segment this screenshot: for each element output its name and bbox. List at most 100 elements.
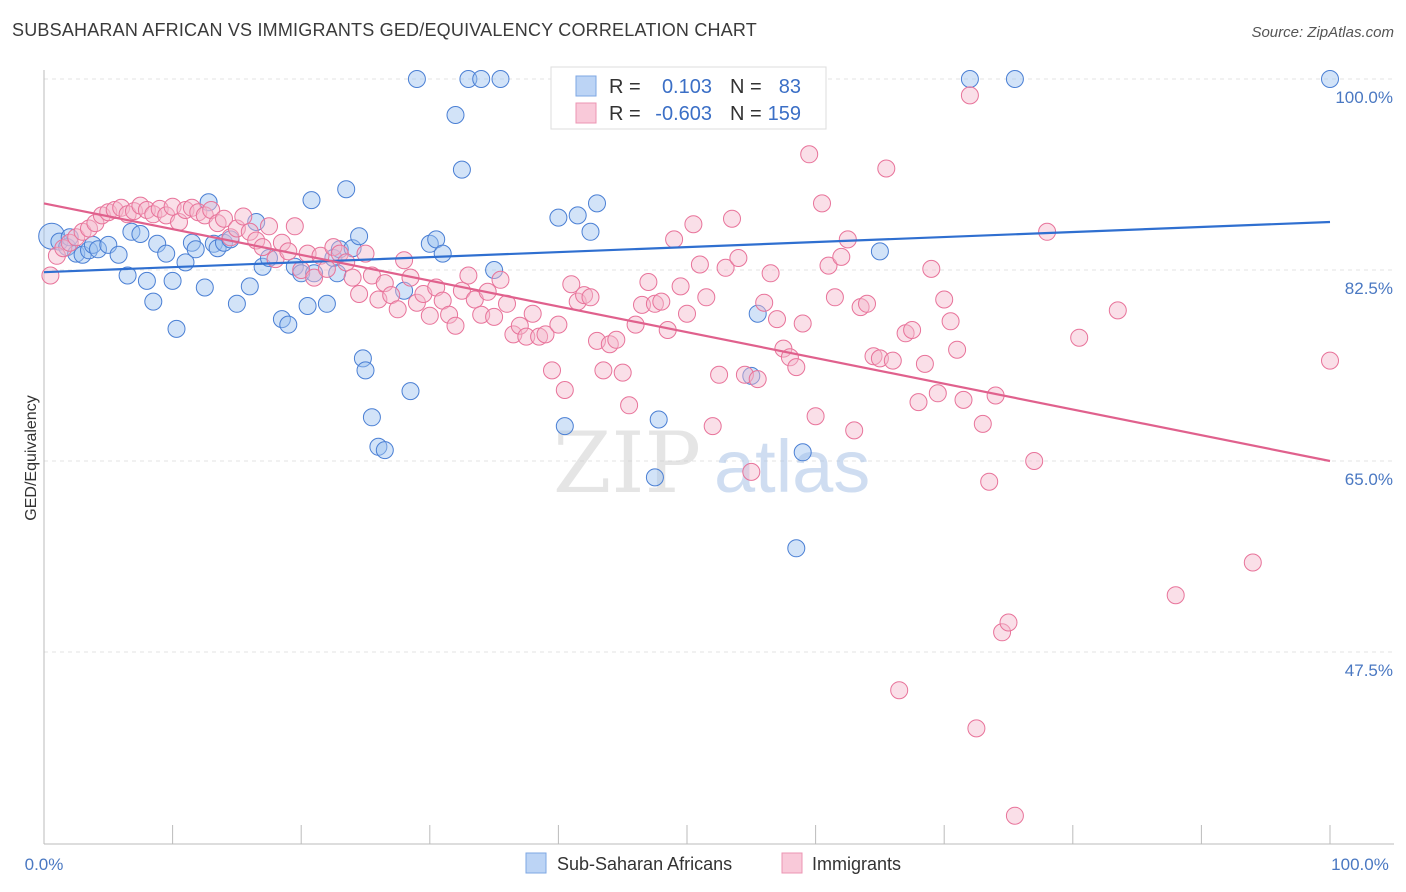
legend-swatch-pink	[575, 102, 597, 124]
immigrants-point	[523, 304, 542, 323]
sub-saharan-africans-point	[337, 180, 356, 199]
y-tick-label: 47.5%	[1345, 661, 1393, 680]
immigrants-point	[768, 310, 786, 329]
immigrants-point	[350, 285, 369, 303]
immigrants-point	[903, 321, 922, 339]
sub-saharan-africans-point	[568, 206, 587, 225]
immigrants-point	[581, 288, 600, 307]
immigrants-point	[755, 293, 774, 312]
immigrants-point	[973, 414, 992, 433]
sub-saharan-africans-point	[317, 294, 336, 313]
sub-saharan-africans-point	[195, 278, 214, 297]
x-tick-label-max: 100.0%	[1331, 855, 1389, 874]
sub-saharan-africans-point	[555, 417, 574, 436]
immigrants-point	[999, 613, 1018, 632]
immigrants-point	[260, 217, 278, 236]
sub-saharan-africans-point	[452, 160, 471, 179]
immigrants-point	[234, 207, 253, 226]
sub-saharan-africans-point	[793, 443, 812, 462]
series-immigrants	[41, 86, 1339, 825]
sub-saharan-africans-point	[302, 191, 321, 210]
immigrants-point	[832, 247, 851, 266]
sub-saharan-africans-point	[362, 408, 381, 427]
immigrants-point	[787, 358, 806, 377]
chart-source: Source: ZipAtlas.com	[1251, 24, 1394, 41]
legend-r-label-2: R =	[609, 103, 641, 125]
sub-saharan-africans-point	[748, 304, 767, 323]
bottom-legend-label-pink: Immigrants	[812, 854, 901, 874]
immigrants-point	[748, 370, 767, 389]
sub-saharan-africans-point	[375, 441, 394, 460]
sub-saharan-africans-point	[472, 70, 491, 88]
sub-saharan-africans-point	[89, 240, 107, 259]
watermark-atlas: atlas	[714, 425, 870, 508]
legend-swatch-blue	[575, 75, 597, 97]
immigrants-point	[1108, 301, 1127, 320]
sub-saharan-africans-point	[298, 297, 317, 315]
immigrants-point	[825, 288, 844, 307]
immigrants-point	[317, 259, 336, 278]
series-legend: Sub-Saharan Africans Immigrants	[525, 852, 901, 874]
sub-saharan-africans-point	[960, 70, 979, 88]
sub-saharan-africans-point	[157, 244, 176, 263]
immigrants-point	[491, 270, 510, 289]
watermark-zip: ZIP	[553, 414, 701, 512]
immigrants-point	[356, 244, 375, 263]
sub-saharan-africans-point	[1321, 70, 1339, 88]
immigrants-point	[813, 194, 831, 213]
gridlines	[44, 78, 1394, 653]
immigrants-point	[202, 201, 221, 219]
immigrants-point	[613, 363, 632, 382]
immigrants-point	[1070, 328, 1089, 347]
sub-saharan-africans-point	[549, 208, 568, 227]
sub-saharan-africans-point	[1005, 70, 1024, 88]
immigrants-point	[806, 407, 825, 426]
immigrants-point	[420, 306, 439, 325]
immigrants-point	[543, 361, 561, 380]
immigrants-point	[993, 623, 1012, 642]
sub-saharan-africans-point	[148, 234, 167, 253]
immigrants-point	[41, 266, 60, 285]
immigrants-point	[440, 305, 459, 324]
immigrants-point	[742, 462, 761, 481]
immigrants-point	[47, 246, 66, 265]
immigrants-point	[703, 417, 722, 436]
sub-saharan-africans-point	[787, 539, 806, 558]
sub-saharan-africans-point	[588, 194, 606, 213]
x-tick-label-min: 0.0%	[25, 855, 64, 874]
immigrants-point	[215, 209, 233, 228]
immigrants-point	[607, 330, 626, 349]
sub-saharan-africans-point	[407, 70, 426, 88]
immigrants-point	[510, 316, 529, 335]
sub-saharan-africans-point	[144, 292, 163, 311]
legend-r-value-1: 0.103	[662, 76, 712, 98]
trend-line-sub-saharan-africans	[43, 220, 1331, 274]
immigrants-point	[305, 268, 324, 287]
immigrants-point	[954, 390, 973, 409]
immigrants-point	[678, 304, 696, 323]
sub-saharan-africans-point	[649, 410, 668, 429]
sub-saharan-africans-point	[279, 315, 298, 334]
immigrants-point	[395, 251, 414, 270]
legend-n-label-1: N =	[730, 76, 762, 98]
immigrants-point	[690, 255, 709, 274]
y-tick-label: 65.0%	[1345, 470, 1393, 489]
bottom-legend-label-blue: Sub-Saharan Africans	[557, 854, 732, 874]
immigrants-point	[716, 258, 735, 277]
immigrants-point	[626, 315, 645, 334]
legend-r-label-1: R =	[609, 76, 641, 98]
immigrants-point	[1166, 586, 1185, 605]
trend-line-immigrants	[43, 202, 1331, 463]
immigrants-point	[324, 238, 343, 257]
immigrants-point	[633, 295, 651, 314]
immigrants-point	[697, 288, 716, 307]
sub-saharan-africans-point	[137, 271, 156, 290]
sub-saharan-africans-point	[227, 294, 246, 313]
immigrants-point	[800, 145, 819, 164]
sub-saharan-africans-point	[356, 361, 375, 380]
x-axis-ticks	[43, 825, 1331, 844]
immigrants-point	[980, 472, 999, 491]
immigrants-point	[723, 209, 741, 228]
immigrants-point	[941, 312, 960, 331]
sub-saharan-africans-point	[240, 277, 259, 296]
